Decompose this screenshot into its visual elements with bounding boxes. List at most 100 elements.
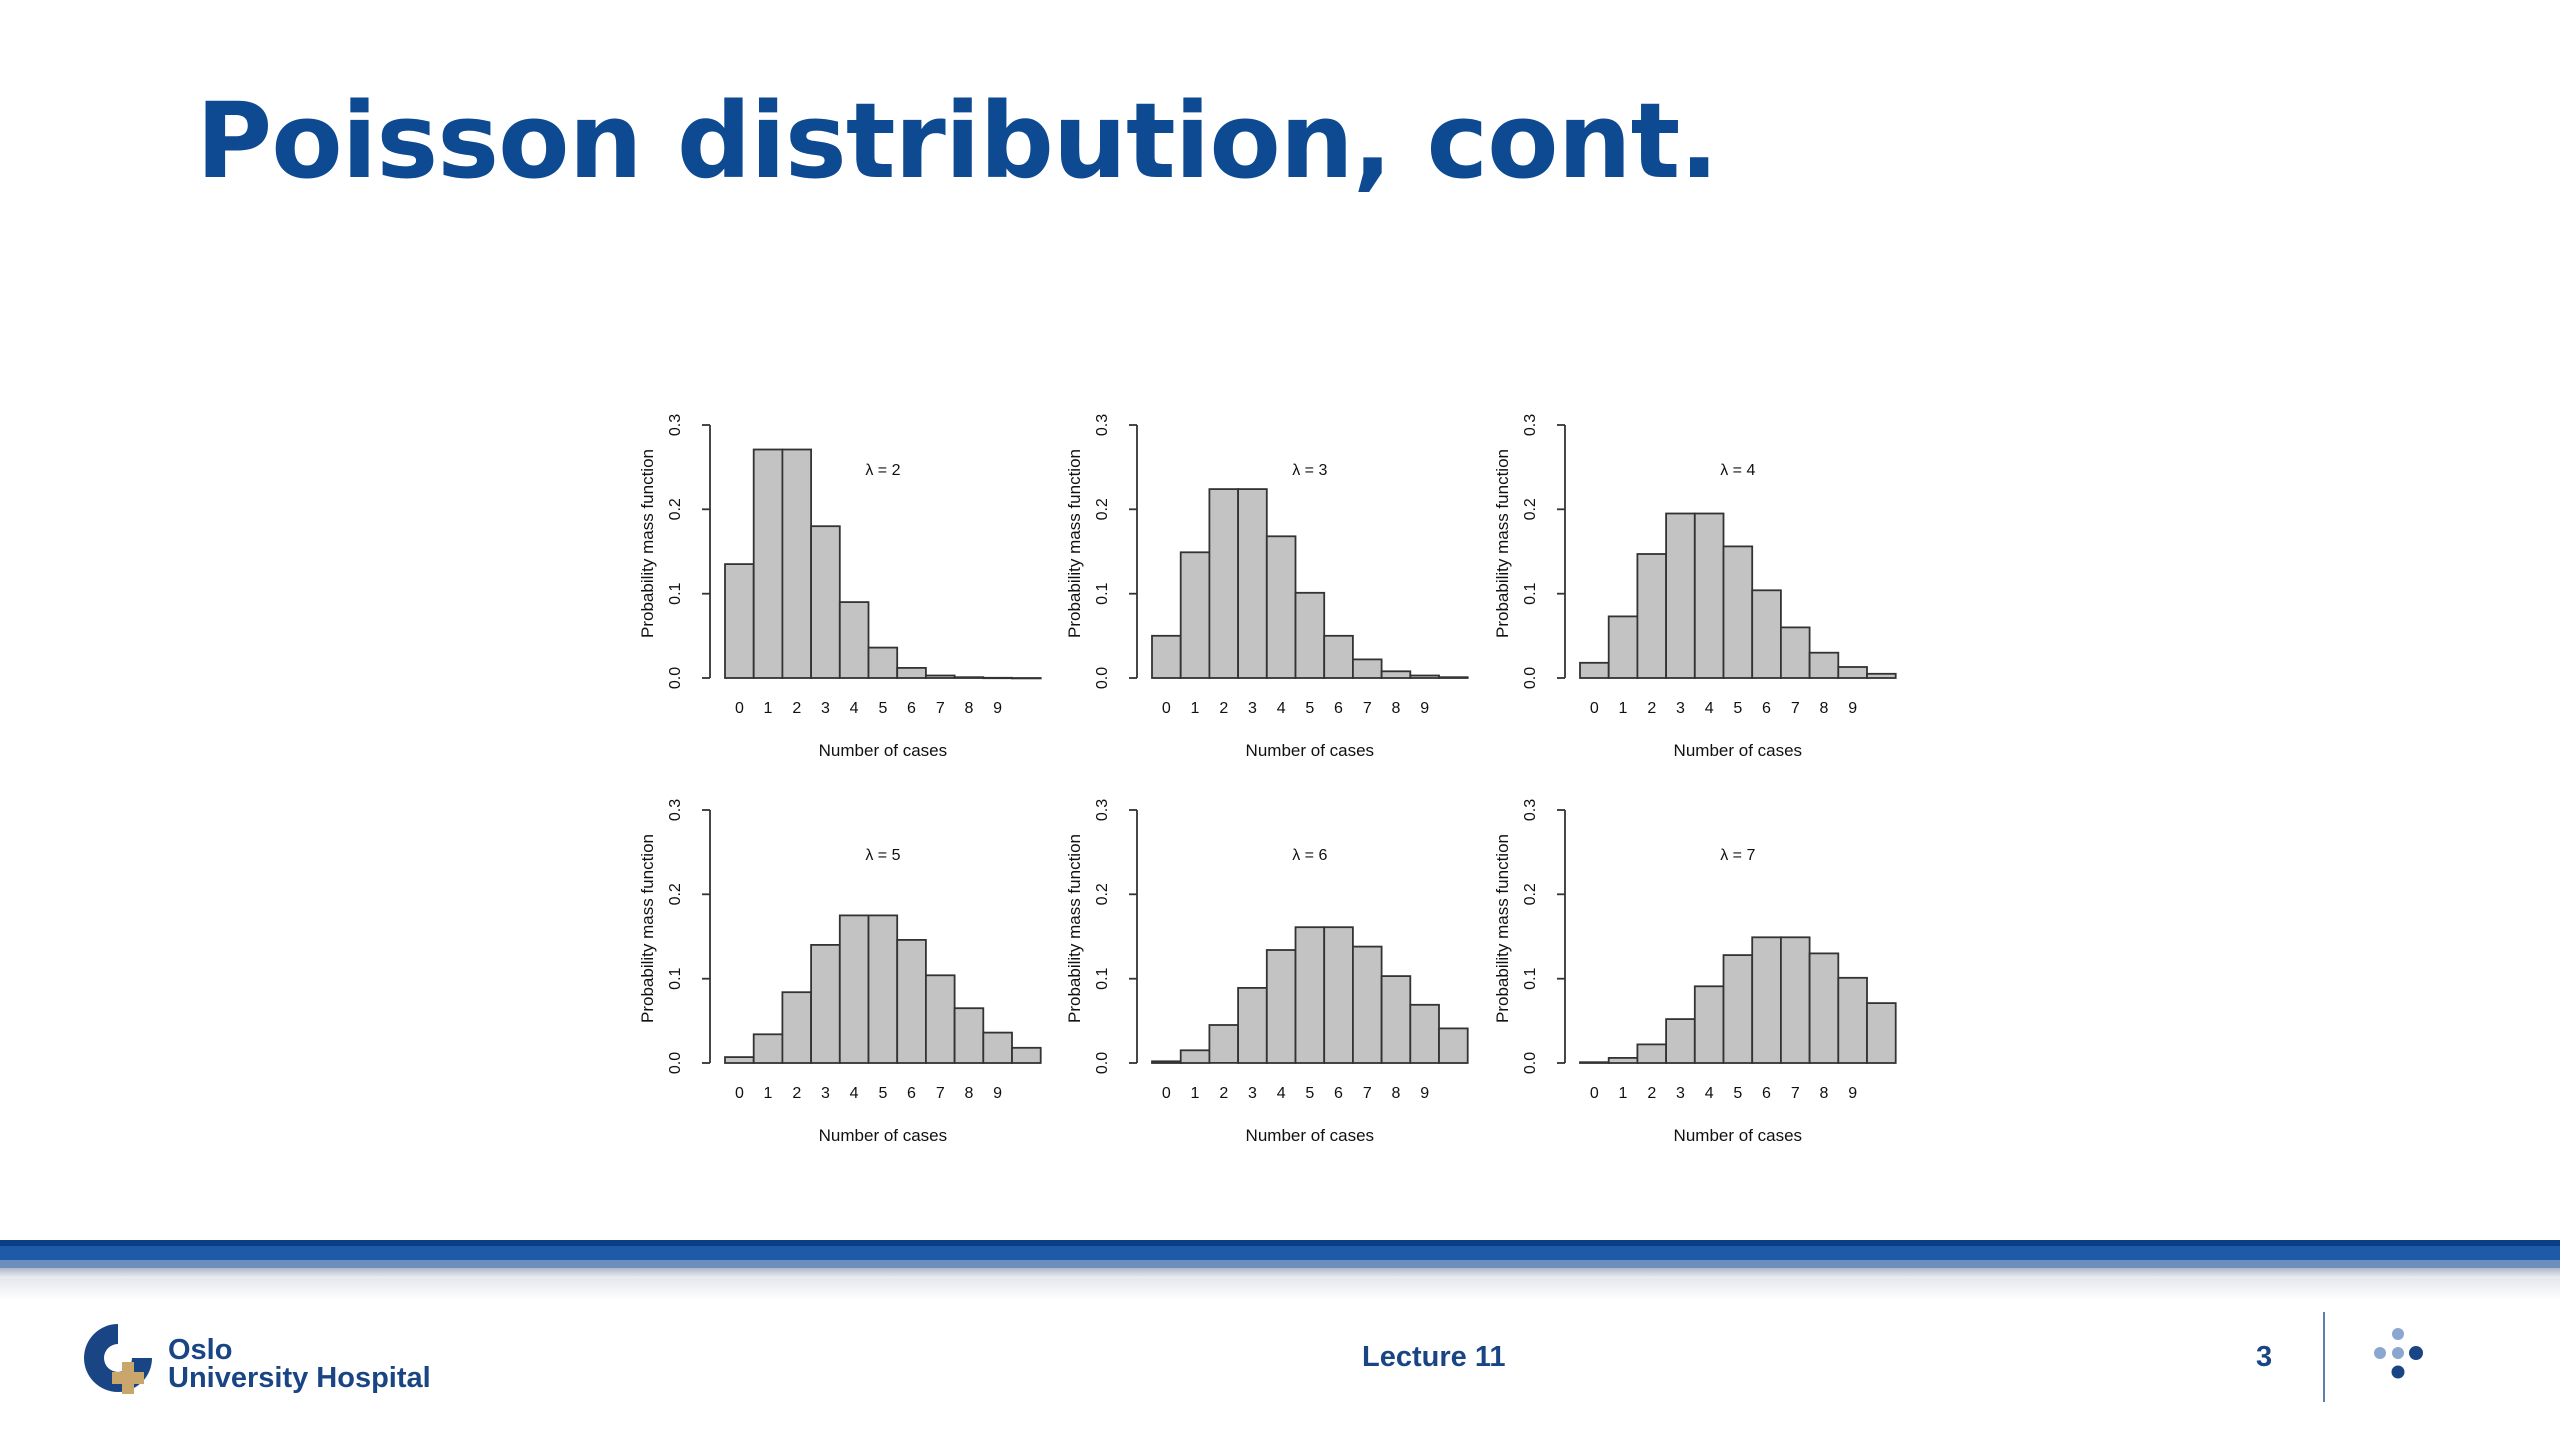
x-tick-label: 0 bbox=[1590, 700, 1599, 717]
y-axis-label: Probability mass function bbox=[1065, 449, 1084, 638]
histogram-bar bbox=[867, 646, 899, 679]
y-tick-label: 0.1 bbox=[1522, 582, 1539, 604]
x-tick-label: 7 bbox=[1791, 1085, 1800, 1102]
x-axis-label: Number of cases bbox=[1246, 1126, 1375, 1145]
histogram-bar bbox=[925, 674, 956, 679]
footer-rule bbox=[0, 1278, 2560, 1300]
x-tick-label: 4 bbox=[1277, 700, 1286, 717]
histogram-bar bbox=[896, 939, 927, 1064]
y-tick-label: 0.0 bbox=[1522, 1052, 1539, 1074]
x-tick-label: 4 bbox=[1705, 700, 1714, 717]
lambda-annotation: λ = 5 bbox=[865, 847, 900, 864]
x-tick-label: 5 bbox=[1305, 1085, 1314, 1102]
x-tick-label: 9 bbox=[1420, 1085, 1429, 1102]
y-tick-label: 0.2 bbox=[667, 498, 684, 520]
x-tick-label: 3 bbox=[1676, 700, 1685, 717]
y-axis-label: Probability mass function bbox=[638, 449, 657, 638]
y-tick-label: 0.3 bbox=[667, 799, 684, 821]
histogram-panel: 0.0 0.1 0.2 0.3 0 1 2 3 4 5 6 7 8 9 Number of cases Pro… bbox=[1065, 414, 1469, 760]
histogram-bar bbox=[724, 563, 755, 679]
histogram-bar bbox=[810, 944, 841, 1064]
lambda-annotation: λ = 7 bbox=[1720, 847, 1755, 864]
y-tick-label: 0.0 bbox=[1094, 667, 1111, 689]
histogram-bar bbox=[1352, 658, 1383, 679]
histogram-bar bbox=[1693, 985, 1725, 1064]
histogram-bar bbox=[1636, 553, 1668, 679]
histogram-bar bbox=[1751, 936, 1782, 1064]
x-tick-label: 9 bbox=[993, 1085, 1002, 1102]
x-tick-label: 5 bbox=[878, 1085, 887, 1102]
x-tick-label: 2 bbox=[792, 700, 801, 717]
histogram-bar bbox=[1294, 926, 1326, 1064]
y-tick-label: 0.1 bbox=[1094, 582, 1111, 604]
histogram-bar bbox=[1866, 1002, 1897, 1064]
y-tick-label: 0.1 bbox=[1094, 967, 1111, 989]
histogram-panel: 0.0 0.1 0.2 0.3 0 1 2 3 4 5 6 7 8 9 Number of cases Pro… bbox=[638, 414, 1042, 760]
x-tick-label: 2 bbox=[1219, 700, 1228, 717]
histogram-bar bbox=[838, 601, 870, 679]
x-tick-label: 6 bbox=[1334, 1085, 1343, 1102]
x-tick-label: 9 bbox=[1848, 1085, 1857, 1102]
histogram-bar bbox=[752, 1033, 784, 1064]
footer-rule bbox=[0, 1268, 2560, 1278]
histogram-bar bbox=[953, 676, 985, 679]
histogram-bar bbox=[1380, 975, 1412, 1064]
histogram-bar bbox=[896, 667, 927, 679]
x-tick-label: 3 bbox=[821, 1085, 830, 1102]
hospital-logo-icon bbox=[84, 1324, 152, 1394]
x-tick-label: 3 bbox=[821, 700, 830, 717]
x-tick-label: 8 bbox=[965, 700, 974, 717]
histogram-panel: 0.0 0.1 0.2 0.3 0 1 2 3 4 5 6 7 8 9 Number of cases Pro… bbox=[1065, 799, 1469, 1145]
footer-rule bbox=[0, 1246, 2560, 1260]
x-tick-label: 6 bbox=[907, 1085, 916, 1102]
x-tick-label: 2 bbox=[1647, 1085, 1656, 1102]
x-tick-label: 5 bbox=[1733, 1085, 1742, 1102]
lambda-annotation: λ = 6 bbox=[1292, 847, 1327, 864]
x-tick-label: 1 bbox=[764, 700, 773, 717]
footer-rule bbox=[0, 1260, 2560, 1268]
x-tick-label: 4 bbox=[850, 700, 859, 717]
histogram-bar bbox=[1323, 926, 1354, 1064]
x-tick-label: 0 bbox=[735, 700, 744, 717]
x-tick-label: 5 bbox=[878, 700, 887, 717]
histogram-bar bbox=[1208, 488, 1240, 679]
x-tick-label: 1 bbox=[1191, 1085, 1200, 1102]
x-tick-label: 8 bbox=[965, 1085, 974, 1102]
x-tick-label: 8 bbox=[1820, 700, 1829, 717]
y-tick-label: 0.2 bbox=[1094, 883, 1111, 905]
x-axis-label: Number of cases bbox=[1246, 741, 1375, 760]
x-axis-label: Number of cases bbox=[819, 741, 948, 760]
y-tick-label: 0.3 bbox=[1522, 799, 1539, 821]
histogram-bar bbox=[1579, 1061, 1610, 1064]
y-axis-label: Probability mass function bbox=[638, 834, 657, 1023]
histogram-bar bbox=[1837, 666, 1868, 679]
x-tick-label: 0 bbox=[735, 1085, 744, 1102]
histogram-bar bbox=[1780, 626, 1811, 679]
x-tick-label: 5 bbox=[1733, 700, 1742, 717]
x-tick-label: 5 bbox=[1305, 700, 1314, 717]
histogram-bar bbox=[1151, 1060, 1182, 1064]
footer-divider bbox=[2323, 1312, 2325, 1402]
x-tick-label: 4 bbox=[1705, 1085, 1714, 1102]
histogram-bar bbox=[982, 1031, 1013, 1064]
x-tick-label: 8 bbox=[1392, 1085, 1401, 1102]
histogram-bar bbox=[781, 448, 813, 679]
histogram-bar bbox=[752, 448, 784, 679]
x-tick-label: 3 bbox=[1248, 700, 1257, 717]
histogram-bar bbox=[1722, 954, 1754, 1064]
y-tick-label: 0.1 bbox=[667, 967, 684, 989]
histogram-bar bbox=[1722, 545, 1754, 679]
y-tick-label: 0.3 bbox=[1522, 414, 1539, 436]
histogram-bar bbox=[1808, 651, 1840, 679]
histogram-bar bbox=[1579, 661, 1610, 679]
histogram-bar bbox=[724, 1056, 755, 1064]
histogram-bar bbox=[1409, 1003, 1440, 1064]
histogram-bar bbox=[867, 914, 899, 1064]
y-tick-label: 0.0 bbox=[1094, 1052, 1111, 1074]
x-tick-label: 7 bbox=[1363, 700, 1372, 717]
histogram-bar bbox=[1265, 949, 1297, 1064]
x-tick-label: 7 bbox=[1363, 1085, 1372, 1102]
histogram-bar bbox=[1151, 634, 1182, 679]
lecture-label: Lecture 11 bbox=[1362, 1341, 1506, 1373]
histogram-bar bbox=[1693, 512, 1725, 679]
